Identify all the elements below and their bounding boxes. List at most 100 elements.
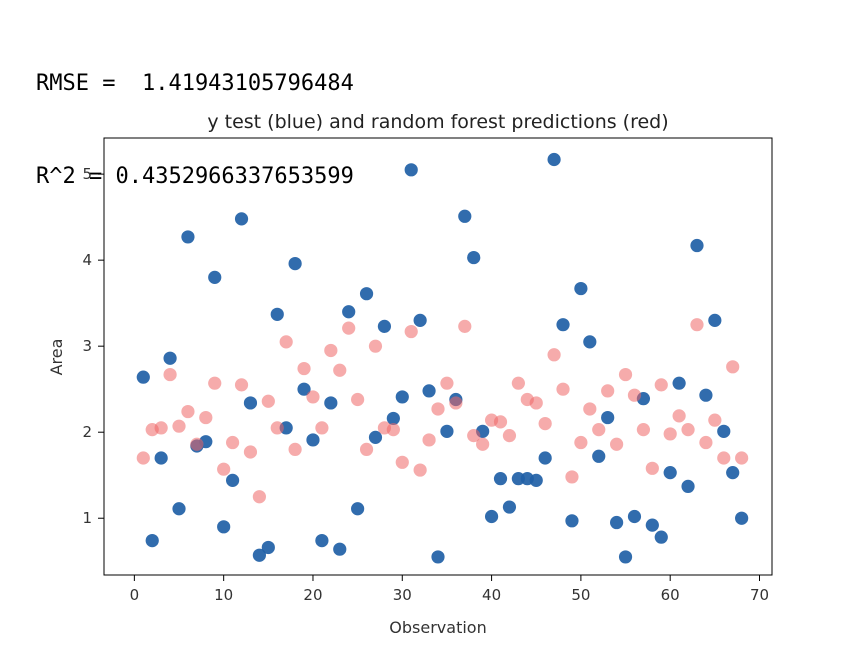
prediction-point xyxy=(672,409,686,423)
prediction-point xyxy=(726,360,740,374)
test-point xyxy=(404,163,418,177)
prediction-point xyxy=(359,442,374,457)
prediction-point xyxy=(279,335,293,349)
y-tick-label: 5 xyxy=(82,165,92,183)
prediction-point xyxy=(154,421,168,435)
prediction-point xyxy=(502,429,517,443)
prediction-point xyxy=(618,367,633,382)
prediction-point xyxy=(699,435,713,450)
chart-title: y test (blue) and random forest predicti… xyxy=(207,111,668,133)
prediction-point xyxy=(547,348,561,362)
prediction-point xyxy=(538,416,552,431)
test-point xyxy=(699,388,713,402)
test-point xyxy=(458,209,472,223)
test-point xyxy=(654,530,668,544)
test-point xyxy=(431,550,445,564)
x-tick-label: 40 xyxy=(482,586,501,604)
test-point xyxy=(413,313,427,327)
plot-frame xyxy=(103,137,773,576)
rmse-text: RMSE = 1.41943105796484 xyxy=(36,71,354,96)
prediction-point xyxy=(190,437,204,451)
prediction-point xyxy=(208,376,222,390)
prediction-point xyxy=(270,421,284,435)
prediction-point xyxy=(333,363,347,377)
metrics-output: RMSE = 1.41943105796484 R^2 = 0.43529663… xyxy=(36,6,354,223)
x-tick-label: 70 xyxy=(750,586,769,604)
test-point xyxy=(645,518,659,532)
test-point xyxy=(726,466,740,480)
y-tick-label: 2 xyxy=(82,423,92,441)
prediction-point xyxy=(636,423,651,437)
x-tick-label: 50 xyxy=(571,586,590,604)
test-point xyxy=(243,396,258,410)
test-point xyxy=(618,550,633,564)
prediction-point xyxy=(431,402,445,416)
test-point xyxy=(583,335,597,349)
x-tick-label: 10 xyxy=(214,586,233,604)
test-point xyxy=(297,382,311,396)
prediction-point xyxy=(681,423,695,437)
prediction-point xyxy=(342,321,356,335)
test-point xyxy=(172,502,186,516)
prediction-point xyxy=(422,433,436,447)
test-point xyxy=(529,473,543,487)
test-point xyxy=(610,515,624,530)
test-point xyxy=(663,466,677,480)
test-point xyxy=(270,307,284,321)
test-point xyxy=(422,384,436,398)
test-point xyxy=(217,520,231,534)
prediction-point xyxy=(645,461,659,475)
prediction-point xyxy=(324,343,338,358)
test-point xyxy=(467,250,481,265)
test-point xyxy=(565,514,579,528)
prediction-point xyxy=(368,339,383,353)
prediction-point xyxy=(172,419,186,433)
test-point xyxy=(556,318,570,332)
test-point xyxy=(261,540,275,555)
prediction-point xyxy=(511,376,525,390)
test-point xyxy=(154,451,168,465)
prediction-point xyxy=(252,490,266,504)
prediction-point xyxy=(654,378,668,392)
x-tick-label: 60 xyxy=(661,586,680,604)
x-axis-label: Observation xyxy=(389,618,486,637)
test-point xyxy=(136,370,150,384)
x-axis-ticks: 0 10 20 30 40 50 60 70 xyxy=(130,575,769,604)
r2-text: R^2 = 0.4352966337653599 xyxy=(36,164,354,189)
test-point xyxy=(288,256,302,271)
test-point xyxy=(440,424,454,438)
prediction-point xyxy=(181,404,195,419)
prediction-point xyxy=(217,462,231,476)
prediction-point xyxy=(493,415,508,429)
prediction-point xyxy=(529,396,543,410)
y-axis-label: Area xyxy=(47,339,66,376)
prediction-point xyxy=(306,390,320,404)
prediction-point xyxy=(601,384,615,398)
prediction-point xyxy=(735,451,749,465)
test-point xyxy=(681,479,695,493)
test-point xyxy=(225,473,240,487)
test-point xyxy=(377,319,392,333)
test-point xyxy=(324,396,338,410)
prediction-point xyxy=(583,402,597,416)
prediction-point xyxy=(413,463,427,477)
prediction-point xyxy=(440,376,454,390)
prediction-point xyxy=(243,445,258,459)
prediction-point xyxy=(708,413,722,427)
y-tick-label: 4 xyxy=(82,251,92,269)
prediction-point xyxy=(690,318,704,332)
test-point xyxy=(306,433,320,447)
data-points xyxy=(136,152,749,564)
test-point xyxy=(627,509,642,524)
prediction-point xyxy=(556,382,570,396)
test-point xyxy=(493,472,508,486)
prediction-point xyxy=(136,451,150,465)
prediction-point xyxy=(592,423,606,437)
test-point xyxy=(163,351,177,365)
x-tick-label: 0 xyxy=(130,586,140,604)
prediction-point xyxy=(404,324,418,339)
prediction-point xyxy=(199,410,213,425)
prediction-point xyxy=(449,396,463,410)
prediction-point xyxy=(627,388,642,402)
